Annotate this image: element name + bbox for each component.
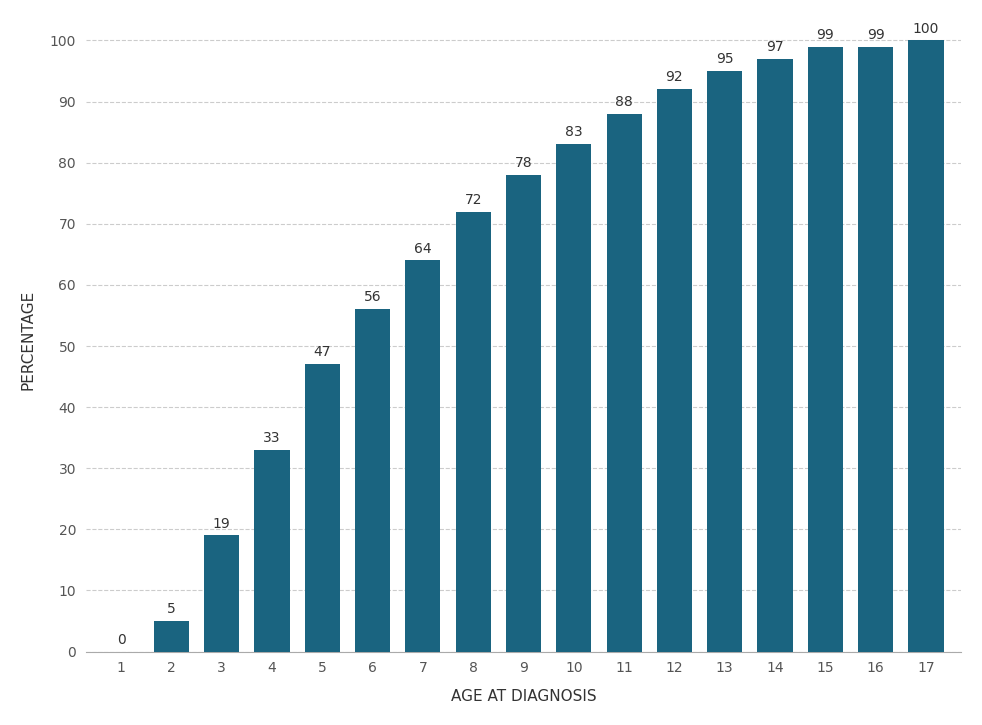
Bar bbox=[657, 89, 692, 652]
Bar bbox=[808, 46, 843, 652]
Bar bbox=[556, 144, 591, 652]
Bar bbox=[908, 41, 944, 652]
Text: 78: 78 bbox=[515, 156, 532, 170]
X-axis label: AGE AT DIAGNOSIS: AGE AT DIAGNOSIS bbox=[451, 689, 596, 704]
Text: 0: 0 bbox=[117, 633, 126, 647]
Bar bbox=[707, 71, 742, 652]
Text: 5: 5 bbox=[167, 602, 176, 616]
Text: 99: 99 bbox=[867, 28, 885, 42]
Text: 64: 64 bbox=[414, 241, 432, 256]
Bar bbox=[757, 59, 792, 652]
Bar bbox=[254, 450, 290, 652]
Bar bbox=[858, 46, 894, 652]
Text: 97: 97 bbox=[766, 40, 784, 54]
Text: 88: 88 bbox=[616, 95, 633, 109]
Bar bbox=[456, 212, 491, 652]
Bar bbox=[406, 260, 441, 652]
Text: 83: 83 bbox=[565, 125, 582, 139]
Bar bbox=[304, 365, 340, 652]
Y-axis label: PERCENTAGE: PERCENTAGE bbox=[21, 290, 35, 390]
Text: 95: 95 bbox=[716, 52, 734, 66]
Text: 99: 99 bbox=[816, 28, 835, 42]
Text: 100: 100 bbox=[912, 22, 939, 36]
Text: 92: 92 bbox=[666, 70, 683, 85]
Text: 56: 56 bbox=[363, 291, 381, 304]
Text: 33: 33 bbox=[263, 431, 281, 445]
Bar bbox=[506, 175, 541, 652]
Bar bbox=[607, 114, 641, 652]
Bar bbox=[204, 536, 240, 652]
Bar bbox=[154, 621, 189, 652]
Text: 72: 72 bbox=[464, 193, 482, 207]
Text: 19: 19 bbox=[213, 517, 231, 531]
Text: 47: 47 bbox=[313, 346, 331, 360]
Bar bbox=[355, 310, 390, 652]
